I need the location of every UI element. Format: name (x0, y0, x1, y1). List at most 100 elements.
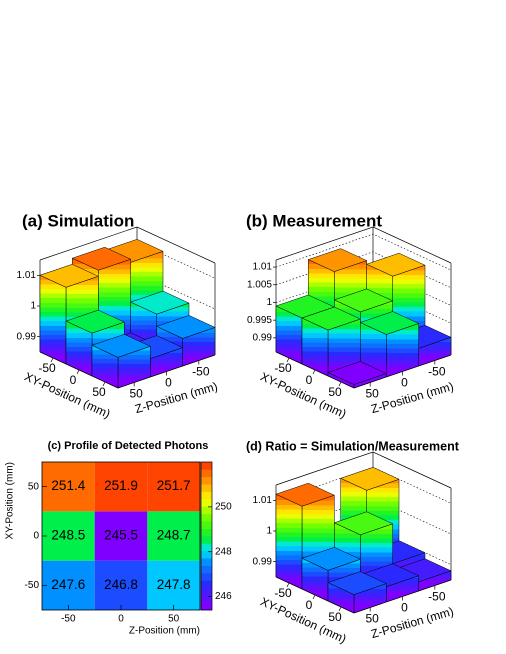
y-tick-label: 50 (365, 387, 379, 401)
colorbar-tick-label: 246 (215, 591, 232, 602)
x-tick-label: -50 (274, 586, 292, 600)
colorbar-band (201, 521, 212, 529)
grid-line (275, 251, 452, 289)
y-tick-label: -50 (192, 365, 210, 379)
cell-label: 245.5 (104, 528, 138, 543)
x-tick (338, 381, 342, 387)
x-tick (50, 357, 54, 363)
colorbar-band (201, 484, 212, 492)
bar-top (39, 264, 99, 288)
x-tick-label: -50 (274, 361, 292, 375)
y-axis-label: Z-Position (mm) (369, 604, 455, 641)
z-tick-label: 1 (266, 526, 272, 537)
colorbar-band (201, 550, 212, 559)
y-axis-label: Z-Position (mm) (369, 379, 455, 416)
x-tick-label: 50 (328, 610, 342, 624)
colorbar-band (201, 587, 212, 596)
colorbar-band (201, 476, 212, 485)
cell-label: 248.5 (51, 528, 85, 543)
colorbar-band (201, 543, 212, 552)
bar (301, 306, 361, 377)
bar (327, 571, 387, 614)
heatmap-cell (94, 560, 148, 610)
y-tick-label: -50 (428, 365, 446, 379)
heatmap-cell (147, 511, 200, 561)
x-tick-label: 0 (118, 614, 124, 625)
x-tick-label: 0 (306, 373, 313, 387)
colorbar-band (201, 491, 212, 500)
bar (91, 334, 151, 389)
z-tick-label: 0.99 (253, 556, 273, 567)
bar-top (333, 288, 394, 313)
cell-label: 251.7 (157, 478, 191, 493)
bar-top (340, 467, 400, 491)
colorbar-band (201, 558, 212, 566)
x-tick (102, 381, 106, 387)
bar-top (65, 309, 125, 334)
colorbar-band (201, 462, 212, 470)
y-tick-label: 50 (365, 612, 379, 626)
x-tick (286, 582, 290, 588)
cell-label: 246.8 (104, 577, 138, 592)
bar-top (275, 482, 335, 507)
cell-label: 247.8 (157, 577, 191, 592)
heatmap-cell (42, 462, 95, 512)
x-tick-label: 0 (306, 598, 313, 612)
bar (359, 311, 420, 378)
bar-side (39, 274, 67, 365)
z-tick-label: 1 (30, 301, 36, 312)
bar (327, 361, 387, 389)
cell-label: 251.4 (51, 478, 85, 493)
cell-label: 248.7 (157, 528, 191, 543)
y-tick-label: 50 (129, 387, 143, 401)
colorbar-tick-label: 250 (215, 501, 232, 512)
x-tick-label: -50 (38, 361, 56, 375)
colorbar-band (201, 528, 212, 537)
panel-title: (d) Ratio = Simulation/Measurement (246, 439, 460, 453)
z-tick-label: 1.01 (17, 270, 37, 281)
colorbar-band (201, 573, 212, 581)
y-tick-label: -50 (428, 590, 446, 604)
z-tick-label: 1.01 (253, 495, 273, 506)
colorbar-band (201, 580, 212, 589)
y-axis-label: Z-Position (mm) (133, 379, 219, 416)
y-axis-label: XY-Position (mm) (5, 462, 16, 539)
bar-top (71, 246, 132, 271)
x-tick-label: -50 (61, 614, 76, 625)
cell-label: 247.6 (51, 577, 85, 592)
z-tick-label: 0.99 (17, 331, 37, 342)
y-tick-label: 0 (33, 531, 39, 542)
bar-top (130, 290, 190, 315)
heatmap-cell (147, 462, 200, 512)
y-tick-label: 0 (401, 601, 408, 615)
z-tick-label: 1 (266, 297, 272, 308)
panel-title: (a) Simulation (22, 211, 134, 230)
x-tick-label: 50 (92, 385, 106, 399)
bar-side (275, 493, 303, 590)
z-tick-label: 1.01 (253, 262, 273, 273)
bar-top (91, 334, 151, 358)
x-tick-label: 50 (168, 614, 180, 625)
bar-top (156, 315, 216, 339)
colorbar-band (201, 565, 212, 574)
bar-top (333, 511, 394, 536)
heatmap-cell (147, 560, 200, 610)
colorbar-band (201, 506, 212, 515)
y-tick-label: -50 (25, 580, 40, 591)
colorbar-band (201, 595, 212, 603)
x-tick (338, 606, 342, 612)
panel-title: (c) Profile of Detected Photons (48, 440, 209, 452)
bar-top (327, 361, 387, 385)
bar-top (359, 311, 420, 335)
colorbar-band (201, 499, 212, 507)
bar-top (307, 248, 368, 272)
x-tick (286, 357, 290, 363)
colorbar-band (201, 513, 212, 522)
y-tick-label: 50 (28, 481, 40, 492)
heatmap-cell (42, 511, 95, 561)
cell-label: 251.9 (104, 478, 138, 493)
colorbar-tick-label: 248 (215, 546, 232, 557)
heatmap-cell (94, 462, 148, 512)
x-tick (312, 369, 316, 375)
